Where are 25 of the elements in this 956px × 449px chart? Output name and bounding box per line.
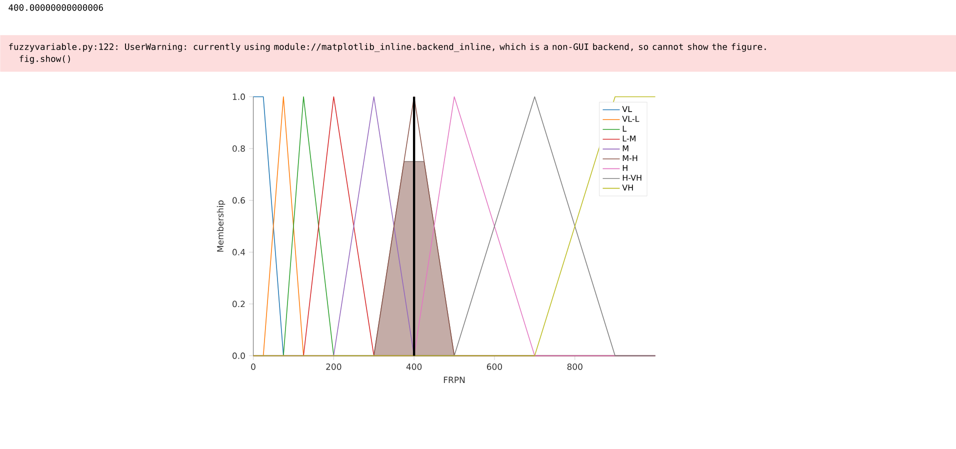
x-tick-label: 200 <box>326 364 342 370</box>
y-tick-label: 0.2 <box>232 300 245 308</box>
legend-label: M-H <box>622 155 638 162</box>
text: fuzzyvariable.py:122: UserWarning: currently using module://matplotlib_inline.backend_inline, which is a non-GUI backend, so cannot show the figure. <box>9 43 766 52</box>
legend-label: H <box>622 165 628 171</box>
y-tick-label: 0.6 <box>232 197 245 204</box>
legend-label: L <box>622 126 627 132</box>
x-tick-label: 600 <box>486 364 502 370</box>
legend-label: VL <box>622 106 632 112</box>
y-axis-title: Membership <box>216 200 226 252</box>
x-tick-label: 400 <box>406 364 422 370</box>
legend-label: M <box>622 145 628 152</box>
x-axis-title: FRPN <box>444 376 465 383</box>
text: fig.show() <box>20 55 70 64</box>
y-tick-label: 1.0 <box>232 94 245 100</box>
legend-label: VH <box>622 184 633 190</box>
y-tick-label: 0.8 <box>232 145 245 152</box>
legend-label: L-M <box>622 136 636 142</box>
x-tick-label: 0 <box>251 364 256 370</box>
legend-label: VL-L <box>622 116 640 122</box>
x-tick-label: 800 <box>567 364 582 370</box>
legend-label: H-VH <box>622 174 642 181</box>
text: 400.00000000000006 <box>8 4 103 11</box>
y-tick-label: 0.0 <box>232 352 245 359</box>
y-tick-label: 0.4 <box>232 248 246 256</box>
